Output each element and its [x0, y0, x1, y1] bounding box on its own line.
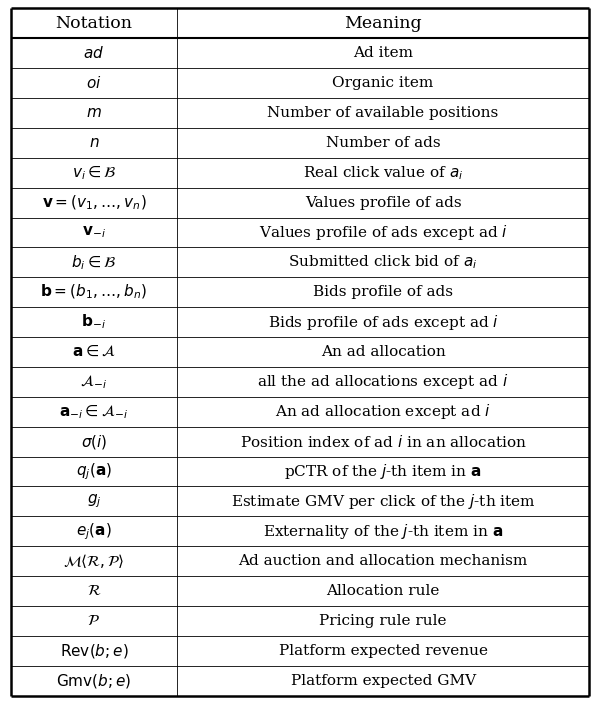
Text: Meaning: Meaning — [344, 15, 422, 32]
Text: $\mathcal{R}$: $\mathcal{R}$ — [86, 584, 101, 598]
Text: $n$: $n$ — [89, 136, 99, 150]
Text: pCTR of the $j$-th item in $\mathbf{a}$: pCTR of the $j$-th item in $\mathbf{a}$ — [284, 462, 482, 481]
Text: $\mathcal{A}_{-i}$: $\mathcal{A}_{-i}$ — [80, 373, 107, 391]
Text: $\mathbf{b} = (b_1, \ldots, b_n)$: $\mathbf{b} = (b_1, \ldots, b_n)$ — [40, 283, 148, 301]
Text: Platform expected revenue: Platform expected revenue — [278, 643, 488, 658]
Text: Externality of the $j$-th item in $\mathbf{a}$: Externality of the $j$-th item in $\math… — [263, 522, 503, 541]
Text: $\mathbf{v} = (v_1, \ldots, v_n)$: $\mathbf{v} = (v_1, \ldots, v_n)$ — [41, 194, 146, 212]
Text: Values profile of ads: Values profile of ads — [305, 196, 461, 210]
Text: $\mathrm{Gmv}(b; e)$: $\mathrm{Gmv}(b; e)$ — [56, 672, 131, 690]
Text: $\mathcal{P}$: $\mathcal{P}$ — [88, 614, 100, 628]
Text: An ad allocation except ad $i$: An ad allocation except ad $i$ — [275, 402, 491, 421]
Text: Bids profile of ads: Bids profile of ads — [313, 285, 453, 299]
Text: Position index of ad $i$ in an allocation: Position index of ad $i$ in an allocatio… — [239, 434, 527, 450]
Text: $oi$: $oi$ — [86, 75, 101, 91]
Text: An ad allocation: An ad allocation — [321, 345, 445, 359]
Text: Ad auction and allocation mechanism: Ad auction and allocation mechanism — [238, 554, 528, 568]
Text: all the ad allocations except ad $i$: all the ad allocations except ad $i$ — [257, 372, 509, 391]
Text: $ad$: $ad$ — [83, 45, 104, 61]
Text: $m$: $m$ — [86, 106, 102, 120]
Text: Values profile of ads except ad $i$: Values profile of ads except ad $i$ — [259, 223, 508, 242]
Text: $\mathrm{Rev}(b; e)$: $\mathrm{Rev}(b; e)$ — [59, 642, 128, 660]
Text: $\sigma(i)$: $\sigma(i)$ — [80, 433, 107, 451]
Text: $g_j$: $g_j$ — [86, 493, 101, 510]
Text: $v_i \in \mathcal{B}$: $v_i \in \mathcal{B}$ — [71, 164, 116, 182]
Text: Estimate GMV per click of the $j$-th item: Estimate GMV per click of the $j$-th ite… — [231, 492, 535, 511]
Text: Ad item: Ad item — [353, 46, 413, 61]
Text: $e_j(\mathbf{a})$: $e_j(\mathbf{a})$ — [76, 521, 112, 541]
Text: $b_i \in \mathcal{B}$: $b_i \in \mathcal{B}$ — [71, 253, 116, 272]
Text: $\mathbf{b}_{-i}$: $\mathbf{b}_{-i}$ — [82, 313, 106, 332]
Text: $q_j(\mathbf{a})$: $q_j(\mathbf{a})$ — [76, 461, 112, 482]
Text: Allocation rule: Allocation rule — [326, 584, 440, 598]
Text: Pricing rule rule: Pricing rule rule — [319, 614, 447, 628]
Text: $\mathbf{a}_{-i} \in \mathcal{A}_{-i}$: $\mathbf{a}_{-i} \in \mathcal{A}_{-i}$ — [59, 403, 128, 420]
Text: Organic item: Organic item — [332, 76, 434, 90]
Text: $\mathcal{M}\langle\mathcal{R}, \mathcal{P}\rangle$: $\mathcal{M}\langle\mathcal{R}, \mathcal… — [63, 552, 125, 570]
Text: Number of available positions: Number of available positions — [268, 106, 499, 120]
Text: Submitted click bid of $a_i$: Submitted click bid of $a_i$ — [289, 253, 478, 271]
Text: Notation: Notation — [55, 15, 133, 32]
Text: $\mathbf{v}_{-i}$: $\mathbf{v}_{-i}$ — [82, 225, 106, 240]
Text: Real click value of $a_i$: Real click value of $a_i$ — [303, 164, 463, 182]
Text: Number of ads: Number of ads — [326, 136, 440, 150]
Text: Bids profile of ads except ad $i$: Bids profile of ads except ad $i$ — [268, 313, 499, 332]
Text: $\mathbf{a} \in \mathcal{A}$: $\mathbf{a} \in \mathcal{A}$ — [72, 345, 116, 359]
Text: Platform expected GMV: Platform expected GMV — [290, 674, 476, 688]
